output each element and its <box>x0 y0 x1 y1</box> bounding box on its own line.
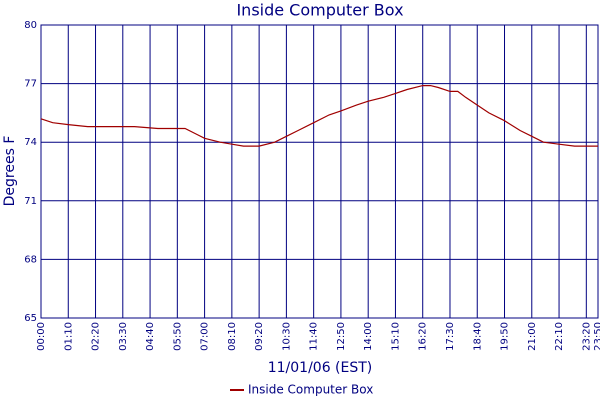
y-tick-label: 77 <box>24 79 37 90</box>
plot-border <box>40 24 599 319</box>
y-tick-label: 71 <box>24 196 37 207</box>
x-tick-label: 02:20 <box>91 322 102 351</box>
x-tick-label: 07:00 <box>200 322 211 351</box>
y-tick-label: 68 <box>24 254 37 265</box>
x-tick-label: 21:00 <box>527 322 538 351</box>
x-tick-label: 23:20 <box>581 322 592 351</box>
x-tick-label: 01:10 <box>63 322 74 351</box>
x-tick-label: 12:50 <box>336 322 347 351</box>
y-tick-label: 80 <box>24 20 37 31</box>
x-tick-label: 19:50 <box>500 322 511 351</box>
x-tick-label: 03:30 <box>118 322 129 351</box>
x-tick-label: 11:40 <box>309 322 320 351</box>
x-axis-label: 11/01/06 (EST) <box>268 360 373 376</box>
x-tick-label: 16:20 <box>418 322 429 351</box>
x-tick-label: 18:40 <box>472 322 483 351</box>
x-tick-label: 15:10 <box>390 322 401 351</box>
x-tick-label: 00:00 <box>36 322 47 351</box>
x-tick-label: 22:10 <box>554 322 565 351</box>
x-tick-label: 08:10 <box>227 322 238 351</box>
y-axis-label: Degrees F <box>2 136 18 207</box>
data-line <box>40 84 598 147</box>
x-tick-label: 04:40 <box>145 322 156 351</box>
x-tick-label: 09:20 <box>254 322 265 351</box>
x-tick-label: 14:00 <box>363 322 374 351</box>
x-tick-label: 17:30 <box>445 322 456 351</box>
x-tick-label: 23:50 <box>593 322 600 351</box>
chart-title: Inside Computer Box <box>236 1 403 20</box>
y-tick-label: 74 <box>24 137 37 148</box>
x-tick-label: 10:30 <box>281 322 292 351</box>
y-tick-label: 65 <box>24 313 37 324</box>
x-tick-label: 05:50 <box>172 322 183 351</box>
legend-label: Inside Computer Box <box>248 383 373 397</box>
